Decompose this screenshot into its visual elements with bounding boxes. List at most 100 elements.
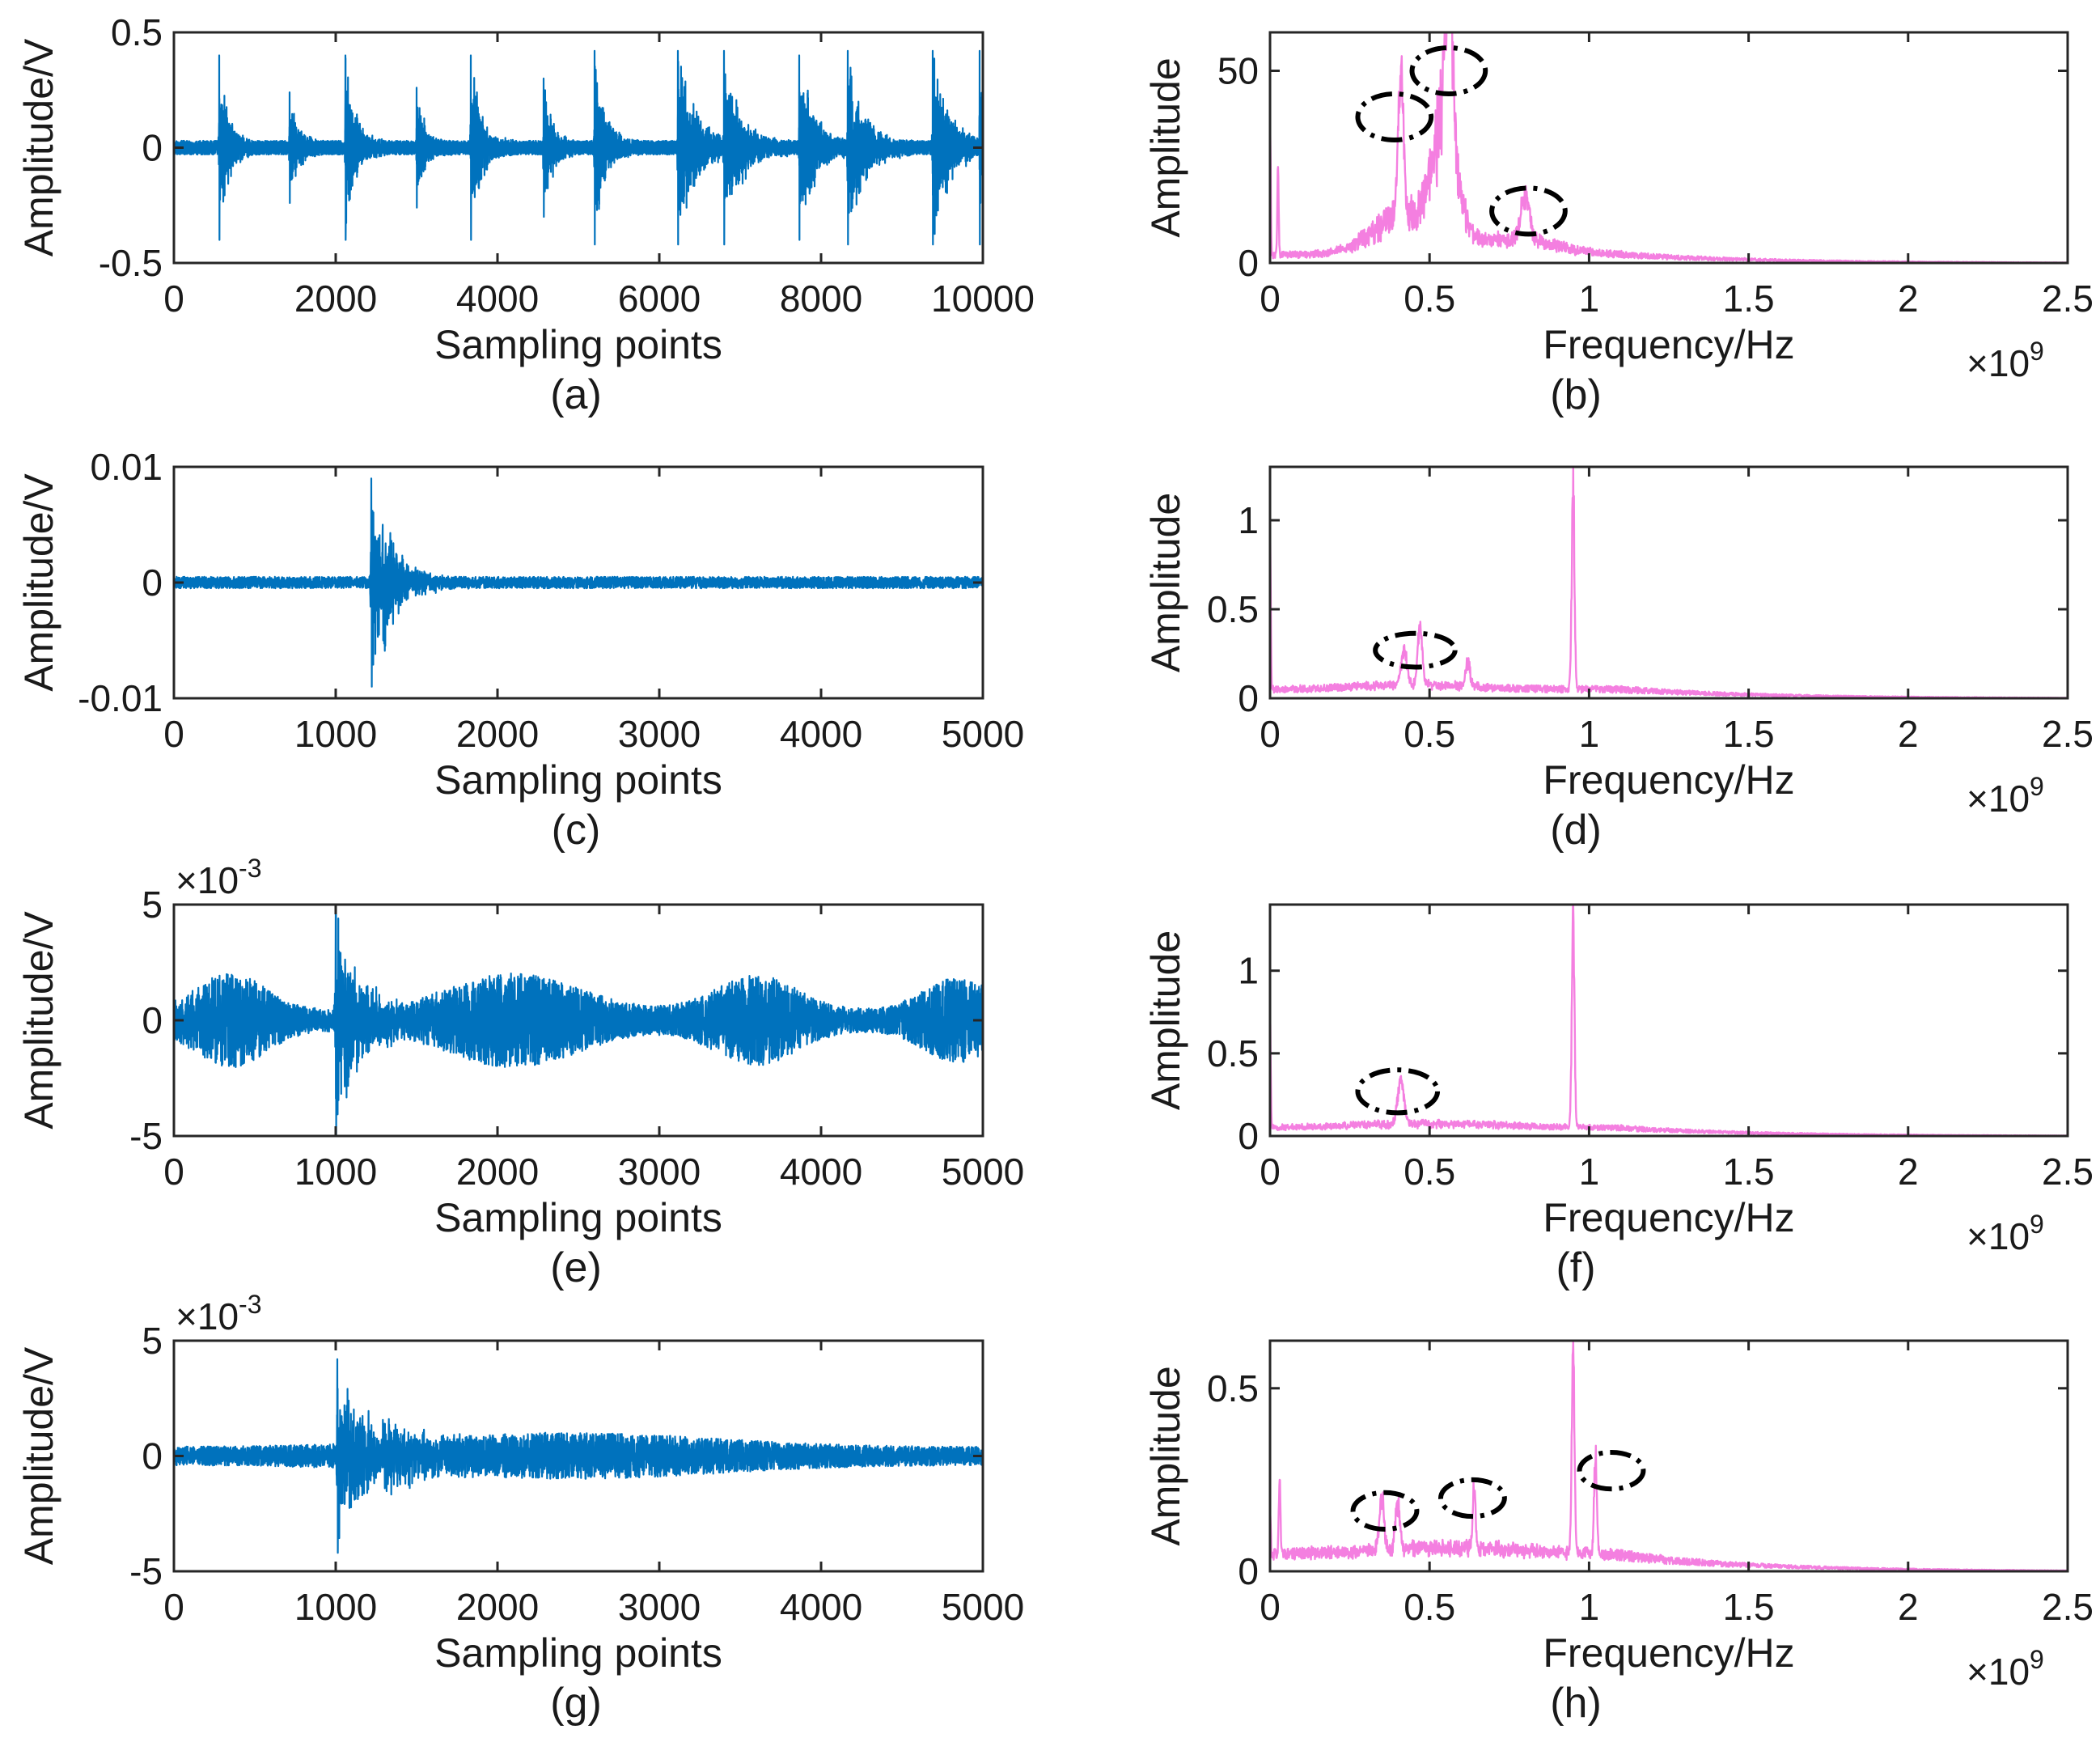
x-axis-label-b: Frequency/Hz — [1543, 322, 1794, 367]
series-line-g — [174, 1358, 983, 1554]
y-tick-label-g-1: 0 — [142, 1435, 163, 1477]
y-axis-label-c: Amplitude/V — [16, 473, 61, 692]
y-tick-label-c-1: 0 — [142, 562, 163, 604]
caption-d: (d) — [1550, 807, 1602, 854]
y-tick-label-e-0: -5 — [129, 1115, 163, 1157]
panel-f: 0 0.5 1 1.5 2 2.500.51Frequency/HzAmplitude(f… — [1143, 903, 2094, 1291]
x-tick-label-e-1: 1000 — [294, 1151, 377, 1193]
x-tick-label-c-3: 3000 — [618, 713, 701, 755]
x-tick-label-c-0: 0 — [163, 713, 184, 755]
y-axis-label-f: Amplitude — [1143, 930, 1188, 1110]
y-tick-label-h-0: 0 — [1238, 1550, 1259, 1592]
y-exponent-label-g: ×10-3 — [176, 1290, 261, 1337]
x-tick-label-b-3: 1.5 — [1723, 278, 1775, 320]
y-tick-label-c-0: -0.01 — [78, 677, 163, 719]
x-tick-label-h-0: 0 — [1260, 1586, 1281, 1628]
x-tick-label-f-2: 1 — [1579, 1151, 1600, 1193]
x-tick-label-g-0: 0 — [163, 1586, 184, 1628]
x-tick-label-f-3: 1.5 — [1723, 1151, 1775, 1193]
x-tick-label-f-5: 2.5 — [2042, 1151, 2094, 1193]
x-tick-label-a-4: 8000 — [780, 278, 862, 320]
x-tick-label-g-5: 5000 — [942, 1586, 1024, 1628]
series-line-e — [174, 905, 983, 1136]
x-tick-label-e-4: 4000 — [780, 1151, 862, 1193]
y-tick-label-a-1: 0 — [142, 127, 163, 169]
x-axis-label-h: Frequency/Hz — [1543, 1630, 1794, 1676]
x-tick-label-d-0: 0 — [1260, 713, 1281, 755]
axes-frame-b — [1268, 31, 2069, 265]
y-tick-label-a-2: 0.5 — [111, 11, 163, 53]
y-tick-label-f-0: 0 — [1238, 1115, 1259, 1157]
y-tick-label-e-1: 0 — [142, 999, 163, 1041]
x-tick-label-b-2: 1 — [1579, 278, 1600, 320]
y-tick-label-g-0: -5 — [129, 1550, 163, 1592]
x-axis-label-d: Frequency/Hz — [1543, 757, 1794, 803]
highlight-ellipse-b-2 — [1409, 45, 1488, 96]
x-tick-label-d-3: 1.5 — [1723, 713, 1775, 755]
x-exponent-label-d: ×109 — [1967, 772, 2044, 820]
x-tick-label-g-3: 3000 — [618, 1586, 701, 1628]
x-tick-label-e-2: 2000 — [456, 1151, 539, 1193]
x-tick-label-d-1: 0.5 — [1404, 713, 1455, 755]
x-tick-label-f-0: 0 — [1260, 1151, 1281, 1193]
series-line-a — [174, 49, 983, 246]
x-tick-label-c-1: 1000 — [294, 713, 377, 755]
x-axis-label-g: Sampling points — [434, 1630, 722, 1676]
x-tick-label-b-0: 0 — [1260, 278, 1281, 320]
highlight-ellipse-d-1 — [1373, 630, 1458, 670]
x-tick-label-b-1: 0.5 — [1404, 278, 1455, 320]
highlight-ellipse-b-1 — [1355, 91, 1434, 142]
x-tick-label-a-0: 0 — [163, 278, 184, 320]
x-exponent-label-b: ×109 — [1967, 337, 2044, 384]
x-axis-label-c: Sampling points — [434, 757, 722, 803]
x-tick-label-e-3: 3000 — [618, 1151, 701, 1193]
caption-f: (f) — [1556, 1244, 1595, 1291]
x-tick-label-h-1: 0.5 — [1404, 1586, 1455, 1628]
panel-b: 0 0.5 1 1.5 2 2.5 0 50 Frequency/Hz Amplitude (b) ×… — [1143, 31, 2094, 418]
y-tick-label-c-2: 0.01 — [90, 446, 163, 488]
highlight-ellipse-h-3 — [1577, 1449, 1646, 1492]
axes-frame-h — [1268, 1339, 2069, 1573]
y-tick-label-g-2: 5 — [142, 1320, 163, 1362]
x-tick-label-h-5: 2.5 — [2042, 1586, 2094, 1628]
x-tick-label-c-4: 4000 — [780, 713, 862, 755]
y-tick-label-a-0: -0.5 — [99, 242, 163, 284]
x-tick-label-g-2: 2000 — [456, 1586, 539, 1628]
y-tick-label-b-0: 0 — [1238, 242, 1259, 284]
y-axis-label-h: Amplitude — [1143, 1366, 1188, 1545]
x-tick-label-d-4: 2 — [1898, 713, 1919, 755]
x-axis-label-f: Frequency/Hz — [1543, 1195, 1794, 1240]
x-tick-label-d-2: 1 — [1579, 713, 1600, 755]
x-tick-label-g-1: 1000 — [294, 1586, 377, 1628]
x-tick-label-a-5: 10000 — [931, 278, 1035, 320]
x-tick-label-e-5: 5000 — [942, 1151, 1024, 1193]
axes-frame-f — [1268, 903, 2069, 1138]
caption-a: (a) — [550, 371, 602, 418]
y-tick-label-b-1: 50 — [1217, 50, 1259, 92]
y-axis-label-d: Amplitude — [1143, 493, 1188, 672]
y-axis-label-g: Amplitude/V — [16, 1346, 61, 1565]
y-tick-label-d-1: 0.5 — [1207, 588, 1259, 630]
y-axis-label-a: Amplitude/V — [16, 38, 61, 256]
highlight-ellipse-b-3 — [1489, 185, 1568, 237]
x-tick-label-g-4: 4000 — [780, 1586, 862, 1628]
series-line-h — [1270, 1341, 2068, 1571]
series-line-c — [174, 477, 983, 688]
caption-e: (e) — [550, 1244, 602, 1291]
y-tick-label-h-1: 0.5 — [1207, 1367, 1259, 1409]
x-tick-label-f-4: 2 — [1898, 1151, 1919, 1193]
x-tick-label-e-0: 0 — [163, 1151, 184, 1193]
x-tick-label-a-1: 2000 — [294, 278, 377, 320]
y-tick-label-e-2: 5 — [142, 884, 163, 926]
caption-h: (h) — [1550, 1680, 1602, 1727]
y-axis-label-e: Amplitude/V — [16, 911, 61, 1130]
panel-c: 0 1000 2000 3000 4000 5000-0.0100.01Sampling … — [16, 446, 1024, 854]
x-tick-label-c-2: 2000 — [456, 713, 539, 755]
caption-b: (b) — [1550, 371, 1602, 418]
highlight-ellipse-f-1 — [1355, 1067, 1441, 1116]
